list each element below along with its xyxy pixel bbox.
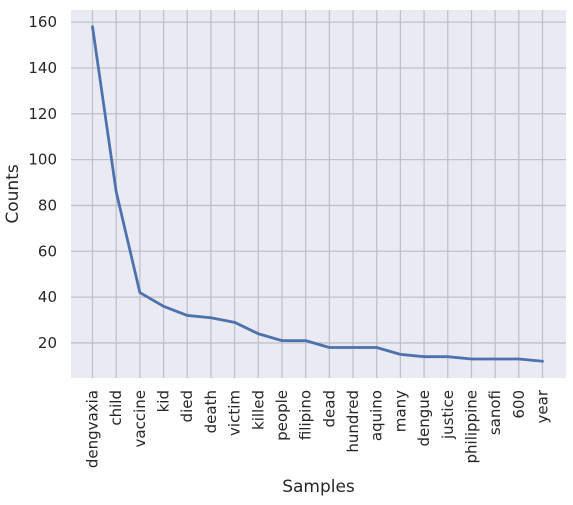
x-tick-label: killed (249, 390, 267, 430)
x-tick-label: many (391, 390, 409, 432)
x-grid (91, 10, 544, 378)
series-line (91, 25, 544, 363)
x-tick-label: 600 (510, 390, 528, 419)
y-grid (71, 21, 566, 344)
y-tick-label: 80 (38, 196, 57, 214)
x-tick-label: dengue (415, 390, 433, 447)
x-tick-label: aquino (368, 390, 386, 441)
x-tick-label: dengvaxia (84, 390, 102, 468)
y-tick-label: 120 (28, 105, 57, 123)
y-tick-label: 100 (28, 151, 57, 169)
x-tick-label: justice (439, 390, 457, 440)
y-tick-label: 20 (38, 334, 57, 352)
plot-area (71, 10, 566, 378)
y-tick-label: 60 (38, 242, 57, 260)
x-tick-label: people (273, 390, 291, 441)
x-tick-labels: dengvaxia child vaccine kid died death victim k… (84, 389, 552, 468)
x-tick-label: vaccine (131, 390, 149, 447)
y-tick-label: 40 (38, 288, 57, 306)
x-tick-label: year (534, 389, 552, 423)
x-tick-label: child (107, 390, 125, 426)
x-tick-label: dead (320, 390, 338, 427)
x-tick-label: death (202, 390, 220, 433)
x-axis-label: Samples (282, 477, 355, 497)
y-tick-labels: 20 40 60 80 100 120 140 160 (28, 13, 57, 352)
x-tick-label: kid (155, 390, 173, 412)
y-axis-label: Counts (3, 164, 23, 223)
y-tick-label: 140 (28, 59, 57, 77)
x-tick-label: philippine (462, 390, 480, 463)
x-tick-label: hundred (344, 390, 362, 453)
x-tick-label: died (178, 390, 196, 422)
x-tick-label: victim (226, 390, 244, 436)
x-tick-label: filipino (297, 390, 315, 440)
y-tick-label: 160 (28, 13, 57, 31)
x-tick-label: sanofi (486, 390, 504, 435)
